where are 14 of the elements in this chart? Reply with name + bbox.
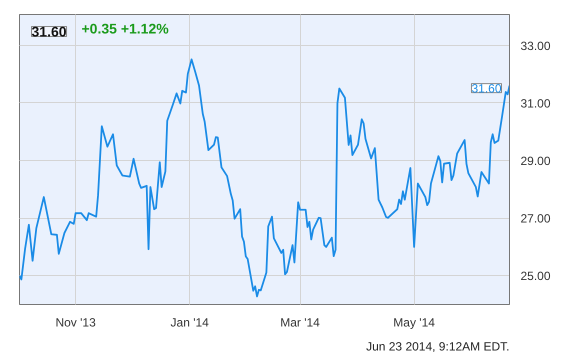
text: Jun 23 2014, 9:12AM EDT. (366, 340, 510, 354)
x-tick-label: Jan '14 (170, 316, 210, 330)
y-tick-label: 31.00 (520, 96, 551, 110)
text: +0.35 +1.12% (82, 20, 170, 36)
line-series (20, 58, 510, 298)
x-tick-label: Nov '13 (55, 316, 96, 330)
x-tick-label: Mar '14 (280, 316, 320, 330)
text: 31.60 (32, 24, 67, 40)
y-tick-label: 25.00 (520, 269, 551, 284)
y-tick-label: 33.00 (520, 38, 551, 53)
y-tick-label: 29.00 (520, 154, 551, 168)
x-tick-label: May '14 (393, 316, 436, 330)
annotation: 31.60 (471, 82, 502, 96)
y-tick-label: 27.00 (520, 212, 551, 226)
